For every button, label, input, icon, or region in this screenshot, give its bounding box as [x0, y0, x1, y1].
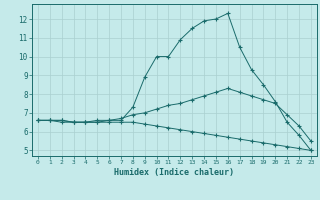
X-axis label: Humidex (Indice chaleur): Humidex (Indice chaleur) [115, 168, 234, 177]
